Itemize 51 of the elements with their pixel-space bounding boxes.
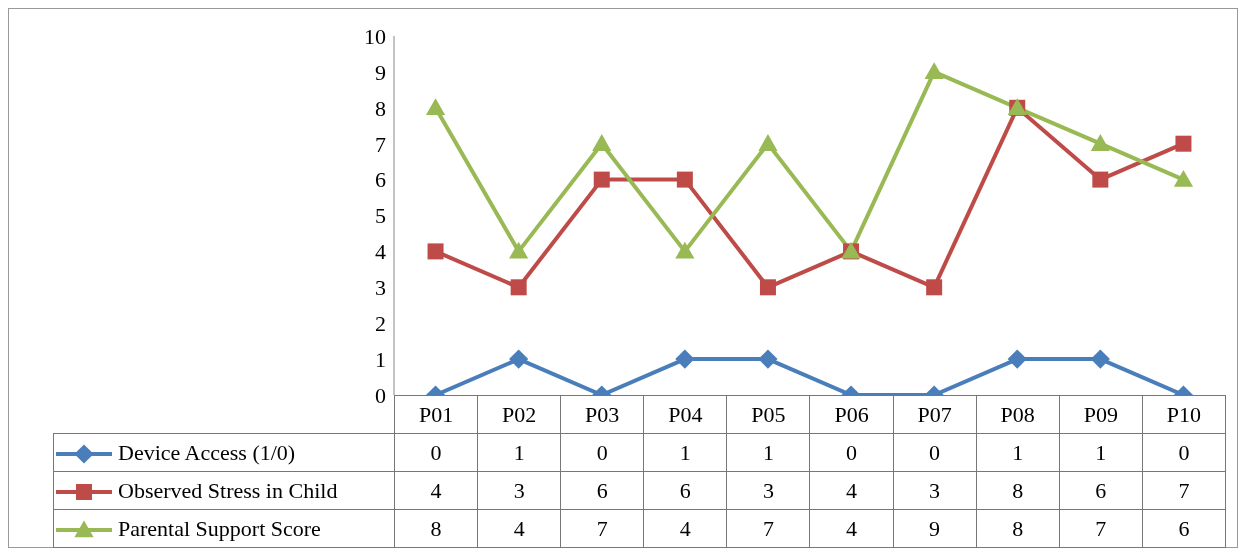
data-label: 7 bbox=[1059, 509, 1143, 548]
x-tick-label: P04 bbox=[643, 395, 727, 434]
x-tick-label: P08 bbox=[976, 395, 1060, 434]
x-tick-label: P09 bbox=[1059, 395, 1143, 434]
x-tick-label: P10 bbox=[1142, 395, 1226, 434]
data-label: 6 bbox=[1142, 509, 1226, 548]
data-label: 3 bbox=[893, 471, 977, 510]
y-tick-label: 0 bbox=[375, 382, 386, 408]
legend-label: Observed Stress in Child bbox=[118, 477, 338, 503]
data-label: 0 bbox=[893, 433, 977, 472]
data-label: 1 bbox=[726, 433, 810, 472]
legend-label: Device Access (1/0) bbox=[118, 439, 296, 465]
y-tick-label: 1 bbox=[375, 346, 386, 372]
data-label: 0 bbox=[1142, 433, 1226, 472]
x-tick-label: P06 bbox=[809, 395, 894, 434]
x-tick-label: P07 bbox=[893, 395, 977, 434]
x-tick-label: P05 bbox=[726, 395, 810, 434]
data-label: 0 bbox=[809, 433, 894, 472]
y-tick-label: 4 bbox=[375, 239, 386, 265]
y-tick-label: 9 bbox=[375, 59, 386, 85]
data-label: 1 bbox=[477, 433, 561, 472]
data-label: 9 bbox=[893, 509, 977, 548]
data-label: 1 bbox=[976, 433, 1060, 472]
data-label: 4 bbox=[809, 471, 894, 510]
y-tick-label: 8 bbox=[375, 95, 386, 121]
data-label: 1 bbox=[1059, 433, 1143, 472]
data-label: 4 bbox=[643, 509, 727, 548]
data-label: 7 bbox=[1142, 471, 1226, 510]
data-label: 0 bbox=[560, 433, 644, 472]
y-tick-label: 6 bbox=[375, 167, 386, 193]
data-label: 8 bbox=[976, 471, 1060, 510]
y-tick-label: 7 bbox=[375, 131, 386, 157]
data-label: 7 bbox=[560, 509, 644, 548]
data-label: 6 bbox=[560, 471, 644, 510]
data-label: 6 bbox=[643, 471, 727, 510]
y-tick-label: 3 bbox=[375, 275, 386, 301]
x-tick-label: P03 bbox=[560, 395, 644, 434]
data-label: 4 bbox=[477, 509, 561, 548]
data-label: 7 bbox=[726, 509, 810, 548]
y-tick-label: 10 bbox=[364, 23, 386, 49]
data-label: 6 bbox=[1059, 471, 1143, 510]
y-tick-label: 2 bbox=[375, 311, 386, 337]
data-label: 8 bbox=[976, 509, 1060, 548]
data-label: 1 bbox=[643, 433, 727, 472]
x-tick-label: P01 bbox=[394, 395, 478, 434]
x-tick-label: P02 bbox=[477, 395, 561, 434]
data-label: 3 bbox=[477, 471, 561, 510]
legend-label: Parental Support Score bbox=[118, 515, 321, 541]
data-label: 3 bbox=[726, 471, 810, 510]
data-label: 4 bbox=[809, 509, 894, 548]
y-tick-label: 5 bbox=[375, 203, 386, 229]
